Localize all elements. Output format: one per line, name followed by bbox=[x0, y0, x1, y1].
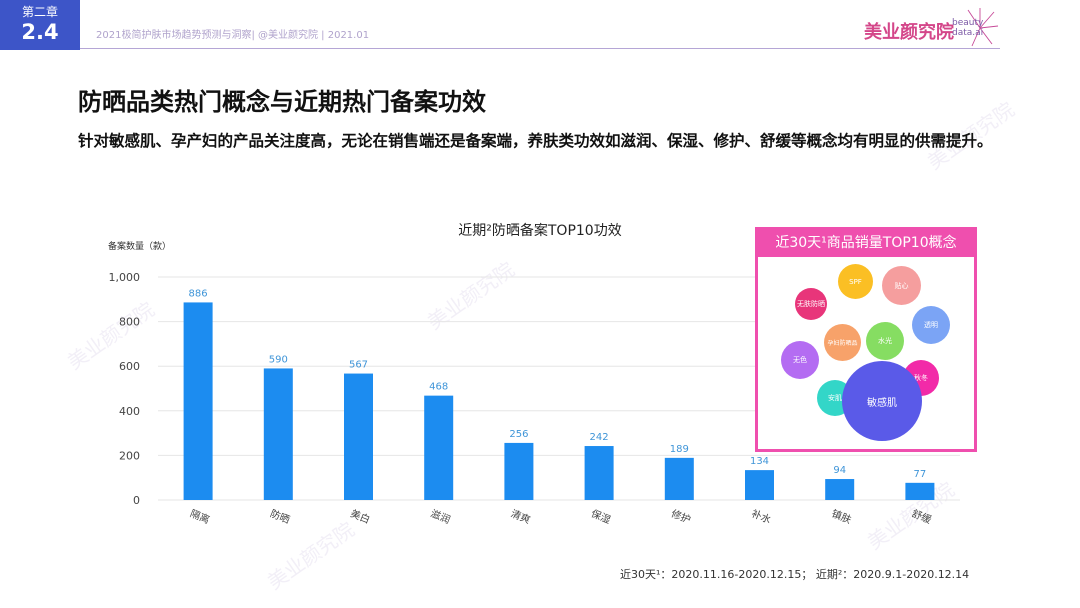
x-tick-label: 保湿 bbox=[589, 507, 612, 527]
concept-bubble-label: SPF bbox=[849, 277, 862, 286]
concept-bubble-label: 无肤防晒 bbox=[797, 300, 825, 308]
bar-value-label: 94 bbox=[833, 465, 846, 476]
brand-sub: beauty data.ai bbox=[952, 18, 983, 38]
concept-panel: 近30天¹商品销量TOP10概念 无肤防晒 SPF 贴心 透明 孕妇防晒品 水光… bbox=[755, 227, 977, 452]
bar bbox=[664, 457, 694, 500]
bar bbox=[504, 442, 534, 500]
x-tick-label: 隔离 bbox=[188, 507, 211, 527]
bar bbox=[584, 446, 614, 500]
bar-value-label: 134 bbox=[750, 456, 769, 467]
concept-bubble-label: 无色 bbox=[793, 356, 807, 364]
concept-bubble-label: 贴心 bbox=[894, 281, 909, 290]
bar-value-label: 77 bbox=[914, 469, 927, 480]
brand-burst-icon bbox=[967, 8, 999, 47]
page-description: 针对敏感肌、孕产妇的产品关注度高，无论在销售端还是备案端，养肤类功效如滋润、保湿… bbox=[78, 132, 993, 150]
bar bbox=[424, 395, 454, 500]
concept-bubble: 敏感肌 bbox=[842, 361, 922, 441]
x-tick-label: 滋润 bbox=[429, 507, 452, 527]
bar-value-label: 468 bbox=[429, 382, 448, 393]
bar-value-label: 886 bbox=[189, 288, 208, 299]
brand-logo: 美业颜究院 beauty data.ai bbox=[860, 8, 1040, 48]
concept-bubble-label: 敏感肌 bbox=[867, 397, 897, 409]
y-tick-label: 800 bbox=[119, 316, 140, 329]
x-tick-label: 清爽 bbox=[509, 507, 532, 527]
bar-value-label: 256 bbox=[509, 429, 528, 440]
y-tick-label: 400 bbox=[119, 405, 140, 418]
bar-value-label: 189 bbox=[670, 444, 689, 455]
concept-bubble: 无肤防晒 bbox=[795, 288, 827, 320]
bar bbox=[745, 470, 774, 500]
concept-bubble-label: 安肌 bbox=[828, 394, 842, 402]
concept-panel-title: 近30天¹商品销量TOP10概念 bbox=[758, 230, 974, 257]
chapter-label: 第二章 bbox=[21, 5, 58, 19]
x-tick-label: 防晒 bbox=[268, 507, 291, 527]
bar-value-label: 242 bbox=[590, 432, 609, 443]
y-tick-label: 600 bbox=[119, 360, 140, 373]
bar-value-label: 567 bbox=[349, 360, 368, 371]
bar bbox=[183, 302, 213, 500]
concept-bubble: 贴心 bbox=[882, 266, 921, 305]
page-title: 防晒品类热门概念与近期热门备案功效 bbox=[78, 88, 486, 116]
footnote: 近30天¹：2020.11.16-2020.12.15； 近期²：2020.9.… bbox=[620, 568, 970, 581]
brand-sub-line-1: beauty bbox=[952, 18, 984, 28]
chapter-badge: 第二章 2.4 bbox=[0, 0, 80, 50]
concept-bubble: 水光 bbox=[866, 322, 904, 360]
bar bbox=[905, 482, 935, 500]
bar bbox=[344, 373, 373, 500]
x-tick-label: 补水 bbox=[750, 507, 773, 527]
bar-value-label: 590 bbox=[269, 354, 288, 365]
y-axis-label: 备案数量（款） bbox=[108, 240, 171, 252]
brand-sub-line-2: data.ai bbox=[952, 28, 984, 38]
y-tick-label: 1,000 bbox=[109, 271, 141, 284]
bar bbox=[825, 479, 855, 500]
concept-bubble: SPF bbox=[838, 264, 873, 299]
bar bbox=[263, 368, 293, 500]
y-tick-label: 0 bbox=[133, 494, 140, 507]
brand-name: 美业颜究院 bbox=[864, 22, 954, 43]
header-divider bbox=[80, 48, 1000, 49]
concept-bubble-label: 透明 bbox=[924, 321, 938, 329]
x-tick-label: 镇肤 bbox=[830, 507, 853, 527]
chart-title: 近期²防晒备案TOP10功效 bbox=[458, 222, 621, 239]
concept-bubble-label: 秋冬 bbox=[914, 374, 928, 382]
concept-bubble: 透明 bbox=[912, 306, 950, 344]
concept-bubble-label: 水光 bbox=[878, 337, 892, 345]
x-tick-label: 舒缓 bbox=[910, 507, 933, 527]
concept-bubble: 孕妇防晒品 bbox=[824, 324, 861, 361]
report-info: 2021极简护肤市场趋势预测与洞察| @美业颜究院 | 2021.01 bbox=[96, 30, 370, 41]
concept-bubble: 无色 bbox=[781, 341, 819, 379]
concept-bubble-label: 孕妇防晒品 bbox=[827, 340, 858, 347]
x-tick-label: 修护 bbox=[669, 507, 692, 527]
x-tick-label: 美白 bbox=[349, 507, 372, 527]
y-tick-label: 200 bbox=[119, 449, 140, 462]
chapter-number: 2.4 bbox=[21, 20, 59, 44]
